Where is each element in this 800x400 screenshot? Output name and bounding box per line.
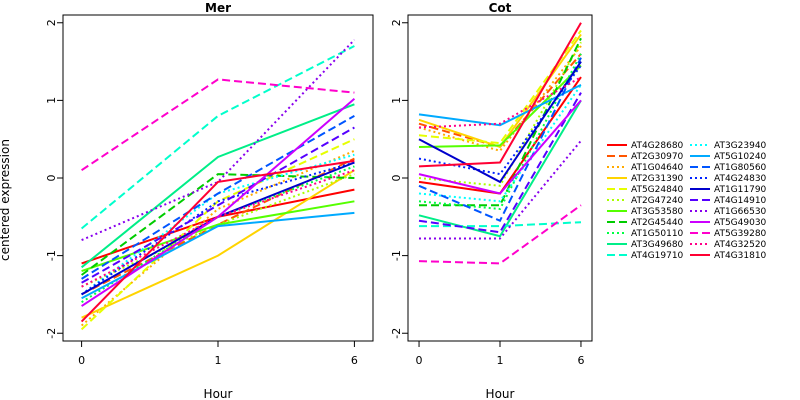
plot-frame-cot	[407, 14, 593, 342]
plot-frame-mer	[62, 14, 374, 342]
legend-item: AT2G47240	[607, 196, 684, 206]
legend-item: AT4G28680	[607, 141, 684, 151]
legend-label: AT5G10240	[714, 152, 767, 162]
legend-item: AT5G49030	[690, 218, 767, 228]
legend-label: AT1G50110	[631, 229, 684, 239]
y-tick-label: 1	[45, 97, 58, 104]
legend-label: AT2G47240	[631, 196, 684, 206]
legend-label: AT3G23940	[714, 141, 767, 151]
legend-label: AT3G49680	[631, 240, 684, 250]
x-tick-label: 1	[215, 354, 222, 367]
legend-label: AT2G30970	[631, 152, 684, 162]
legend-label: AT3G53580	[631, 207, 684, 217]
x-tick-label: 6	[577, 354, 584, 367]
legend-label: AT5G24840	[631, 185, 684, 195]
legend-item: AT1G50110	[607, 229, 684, 239]
legend-item: AT1G80560	[690, 163, 767, 173]
series-line-at4g32520	[418, 76, 582, 129]
y-tick-label: -1	[45, 250, 58, 261]
series-line-at4g31810	[80, 159, 355, 323]
series-line-at2g31390	[81, 169, 355, 319]
legend-item: AT2G30970	[607, 152, 684, 162]
series-line-at3g23940	[81, 153, 355, 296]
series-line-at5g49030	[418, 99, 582, 195]
series-line-at5g10240	[418, 84, 582, 127]
panels-layer: Mer -2 -1 0 1 2 0 1 6 Cot -2 -1 0 1 2 0 1 6	[45, 1, 593, 367]
y-tick-label: 0	[45, 175, 58, 182]
series-line-at4g14910	[81, 126, 355, 284]
series-line-at2g45440	[419, 37, 582, 207]
series-line-at4g19710	[80, 45, 355, 230]
legend-item: AT4G24830	[690, 174, 767, 184]
legend-label: AT1G04640	[631, 163, 684, 173]
y-tick-label: -2	[390, 328, 403, 339]
series-line-at5g39280	[418, 204, 582, 265]
x-tick-label: 0	[78, 354, 85, 367]
series-line-at2g31390	[418, 33, 582, 149]
y-tick-label: 2	[45, 19, 58, 26]
series-line-at3g49680	[80, 103, 355, 269]
y-tick-label: 1	[390, 97, 403, 104]
legend-label: AT2G31390	[631, 174, 684, 184]
legend-item: AT4G32520	[690, 240, 767, 250]
y-tick-label: 0	[390, 175, 403, 182]
series-line-at2g47240	[418, 41, 582, 187]
legend-label: AT4G24830	[714, 174, 767, 184]
series-line-at1g80560	[418, 57, 582, 222]
x-axis-label-cot: Hour	[486, 387, 515, 400]
legend-label: AT1G66530	[714, 207, 767, 217]
series-line-at3g49680	[418, 99, 582, 238]
y-tick-label: 2	[390, 19, 403, 26]
legend-label: AT5G39280	[714, 229, 767, 239]
legend-item: AT2G45440	[607, 218, 684, 228]
legend-item: AT2G31390	[607, 174, 684, 184]
x-tick-label: 6	[351, 354, 358, 367]
legend-label: AT1G80560	[714, 163, 767, 173]
series-line-at3g23940	[418, 84, 582, 203]
legend-label: AT5G49030	[714, 218, 767, 228]
legend-item: AT5G10240	[690, 152, 767, 162]
legend-label: AT4G31810	[714, 251, 767, 261]
panel-title-cot: Cot	[489, 1, 512, 15]
legend-item: AT1G11790	[690, 185, 767, 195]
series-line-at3g53580	[81, 200, 355, 273]
series-line-at2g47240	[81, 173, 355, 288]
legend-label: AT4G19710	[631, 251, 684, 261]
legend-label: AT2G45440	[631, 218, 684, 228]
panel-cot: Cot -2 -1 0 1 2 0 1 6	[390, 1, 593, 367]
legend-item: AT5G24840	[607, 185, 684, 195]
panel-mer: Mer -2 -1 0 1 2 0 1 6	[45, 1, 374, 367]
series-line-at4g31810	[418, 22, 582, 168]
series-line-at1g50110	[418, 53, 582, 211]
series-line-at1g80560	[81, 115, 355, 280]
legend: AT4G28680AT2G30970AT1G04640AT2G31390AT5G…	[607, 141, 767, 261]
series-line-at1g11790	[418, 61, 582, 184]
y-axis-label: centered expression	[0, 139, 12, 261]
panel-title-mer: Mer	[205, 1, 231, 15]
series-line-at1g66530	[419, 140, 582, 240]
legend-item: AT1G66530	[690, 207, 767, 217]
y-tick-label: -2	[45, 328, 58, 339]
legend-label: AT1G11790	[714, 185, 767, 195]
legend-item: AT1G04640	[607, 163, 684, 173]
legend-item: AT4G31810	[690, 251, 767, 261]
legend-item: AT5G39280	[690, 229, 767, 239]
series-line-at5g39280	[81, 78, 355, 172]
legend-item: AT4G19710	[607, 251, 684, 261]
legend-item: AT3G53580	[607, 207, 684, 217]
legend-item: AT3G23940	[690, 141, 767, 151]
legend-label: AT4G28680	[631, 141, 684, 151]
legend-item: AT3G49680	[607, 240, 684, 250]
x-axis-label-mer: Hour	[204, 387, 233, 400]
series-line-at4g32520	[81, 169, 355, 288]
series-line-at4g14910	[418, 92, 582, 234]
y-tick-label: -1	[390, 250, 403, 261]
legend-label: AT4G32520	[714, 240, 767, 250]
legend-item: AT4G14910	[690, 196, 767, 206]
x-tick-label: 1	[497, 354, 504, 367]
x-tick-label: 0	[416, 354, 423, 367]
legend-label: AT4G14910	[714, 196, 767, 206]
series-line-at2g45440	[81, 173, 355, 276]
